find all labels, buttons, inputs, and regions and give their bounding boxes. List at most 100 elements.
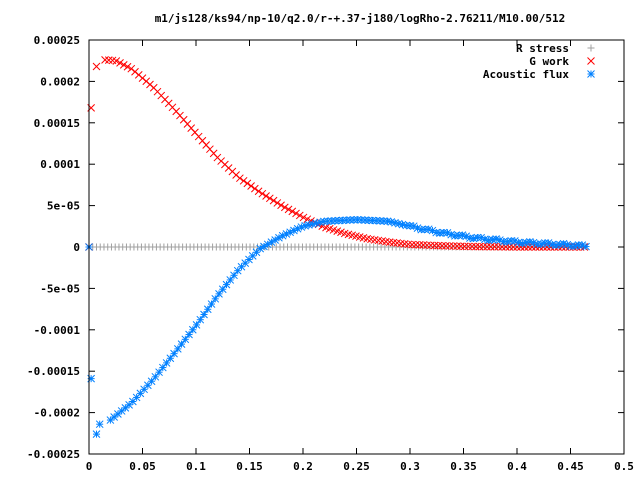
data-point: [92, 430, 101, 438]
data-point: [112, 57, 121, 65]
x-tick-label: 0.2: [293, 460, 313, 473]
data-point: [239, 176, 248, 185]
x-tick-label: 0.35: [450, 460, 477, 473]
data-point: [226, 276, 235, 284]
x-tick-label: 0: [86, 460, 93, 473]
data-point: [451, 232, 459, 240]
data-point: [192, 321, 201, 329]
y-tick-label: -0.0002: [34, 407, 80, 420]
data-point: [230, 271, 238, 280]
data-point: [507, 236, 515, 245]
y-tick-label: -0.00015: [27, 365, 80, 378]
data-point: [250, 184, 259, 193]
data-point: [488, 235, 497, 244]
data-point: [479, 242, 488, 251]
data-point: [486, 242, 495, 251]
data-point: [273, 199, 282, 207]
data-point: [423, 241, 431, 250]
data-point: [271, 236, 280, 244]
data-point: [123, 62, 132, 71]
data-point: [196, 315, 205, 324]
data-point: [540, 239, 549, 247]
data-point: [582, 242, 590, 251]
x-tick-label: 0.1: [186, 460, 206, 473]
data-point: [218, 285, 227, 294]
data-point: [430, 241, 439, 250]
data-point: [290, 226, 298, 235]
data-point: [173, 345, 182, 353]
data-point: [397, 239, 405, 248]
data-point: [95, 420, 104, 429]
y-tick-label: 5e-05: [47, 200, 80, 213]
data-point: [222, 280, 231, 289]
data-point: [277, 201, 285, 210]
chart-title: m1/js128/ks94/np-10/q2.0/r-+.37-j180/log…: [155, 12, 566, 25]
data-point: [92, 62, 101, 71]
data-point: [127, 64, 136, 73]
data-point: [125, 400, 133, 409]
x-tick-label: 0.25: [343, 460, 370, 473]
data-point: [438, 241, 446, 250]
data-point: [445, 242, 454, 250]
legend-marker: [587, 44, 595, 52]
data-point: [456, 242, 465, 251]
legend-marker: [587, 70, 595, 78]
data-point: [177, 340, 186, 348]
data-point: [379, 217, 388, 225]
plot-series: [85, 56, 590, 438]
data-point: [408, 240, 416, 249]
data-point: [236, 174, 244, 183]
data-point: [265, 194, 274, 203]
data-point: [385, 238, 394, 247]
y-tick-label: 0.00015: [34, 117, 80, 130]
data-point: [262, 192, 270, 200]
data-point: [415, 241, 424, 249]
legend-label: Acoustic flux: [483, 68, 569, 81]
data-point: [427, 241, 435, 250]
data-point: [203, 305, 212, 314]
data-point: [468, 242, 476, 251]
data-point: [353, 215, 362, 224]
data-point: [357, 216, 366, 224]
x-tick-label: 0.15: [236, 460, 263, 473]
x-tick-label: 0.4: [507, 460, 527, 473]
data-point: [462, 232, 471, 241]
y-tick-label: 0.0002: [40, 75, 80, 88]
legend-label: R stress: [516, 42, 569, 55]
data-point: [162, 359, 171, 367]
data-point: [280, 203, 289, 212]
data-point: [327, 217, 336, 225]
data-point: [129, 397, 137, 406]
data-point: [475, 242, 484, 251]
y-tick-label: -0.00025: [27, 448, 80, 461]
data-point: [215, 290, 223, 298]
data-point: [243, 179, 252, 188]
x-tick-label: 0.3: [400, 460, 420, 473]
data-point: [513, 243, 521, 251]
data-point: [453, 242, 461, 250]
data-point: [417, 225, 426, 234]
series-acoustic-flux: [85, 215, 590, 438]
data-point: [295, 211, 304, 220]
y-tick-label: 0.0001: [40, 158, 80, 171]
data-point: [132, 393, 141, 402]
y-tick-label: -5e-05: [40, 282, 80, 295]
data-point: [286, 228, 295, 237]
data-point: [299, 213, 308, 222]
legend-marker: [587, 57, 595, 65]
plot-frame: [88, 39, 625, 455]
data-point: [393, 239, 402, 247]
data-point: [288, 207, 297, 216]
data-point: [284, 205, 293, 214]
data-point: [104, 56, 113, 65]
data-point: [412, 240, 420, 249]
data-point: [434, 241, 443, 250]
x-tick-label: 0.45: [557, 460, 584, 473]
data-point: [200, 310, 208, 319]
data-point: [389, 238, 398, 247]
data-point: [158, 363, 167, 372]
data-point: [346, 216, 354, 224]
data-point: [155, 368, 163, 377]
data-point: [207, 300, 216, 308]
data-point: [269, 196, 278, 205]
